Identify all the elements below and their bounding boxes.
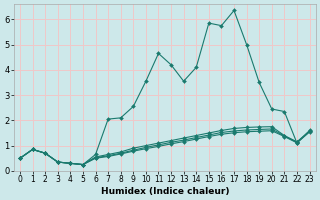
X-axis label: Humidex (Indice chaleur): Humidex (Indice chaleur) [100,187,229,196]
